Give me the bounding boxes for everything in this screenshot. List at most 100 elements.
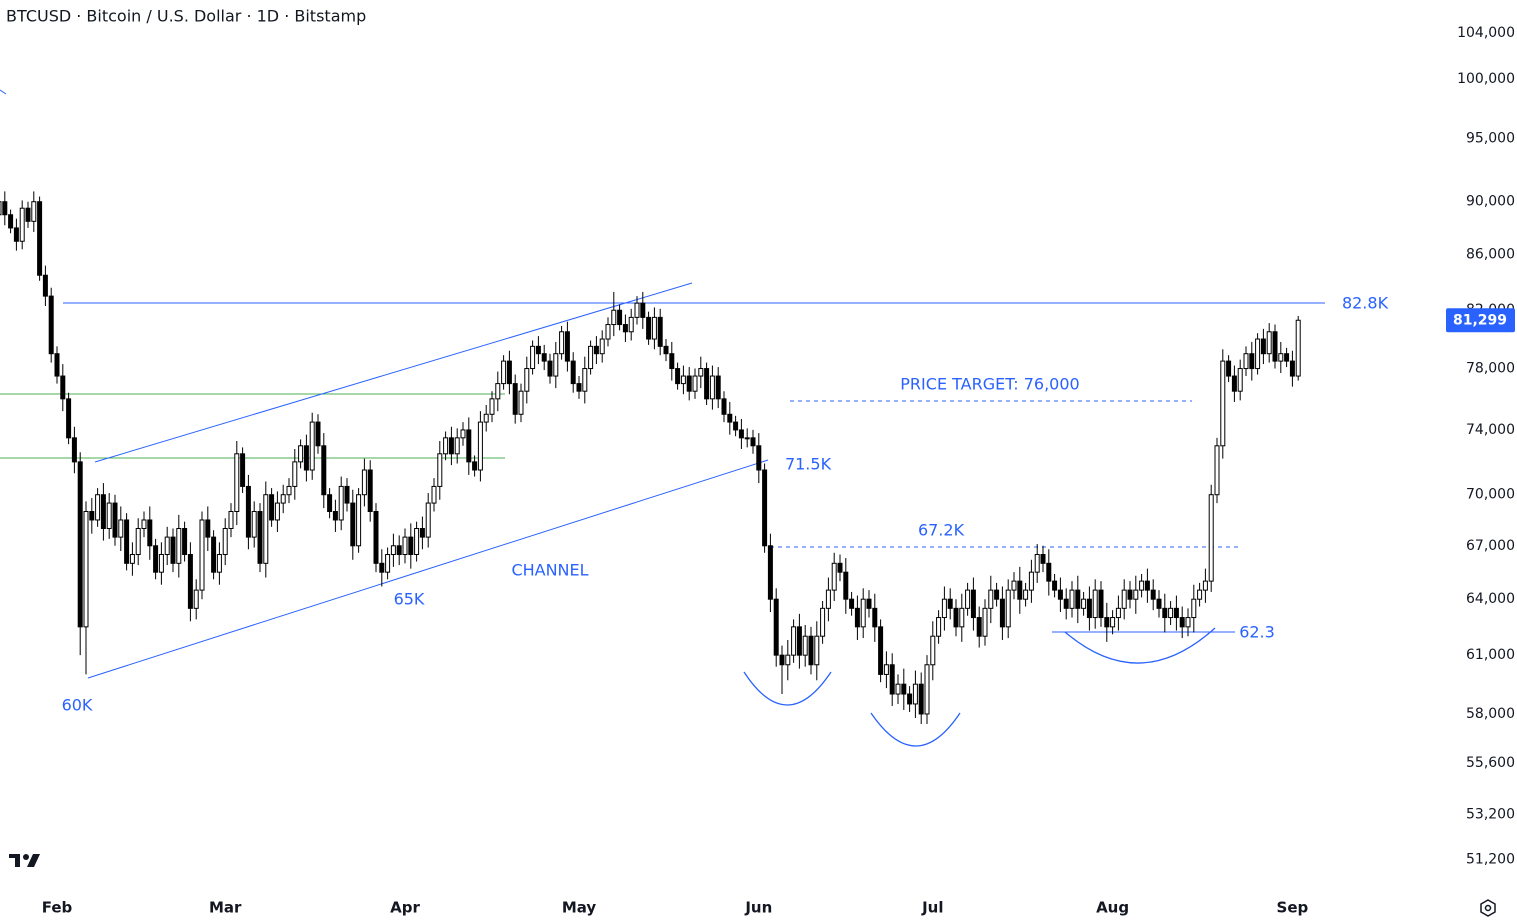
candle-body [512,383,518,415]
candle-body [675,368,681,385]
candle-body [501,360,507,385]
y-axis: 51,200 53,200 55,600 58,000 61,000 64,000 67,0… [1440,25,1515,867]
candle-body [936,617,942,637]
candle-body [1086,598,1092,619]
candle-body [1069,589,1075,609]
candle-body [8,214,14,229]
candle-body [831,562,837,591]
y-tick-label: 64,000 [1466,591,1515,607]
candle-body [843,571,849,600]
candle-body [599,338,605,355]
candle-body [158,554,164,573]
chart-title: BTCUSD · Bitcoin / U.S. Dollar · 1D · Bi… [6,7,366,26]
candle-body [976,617,982,637]
candle-body [367,469,373,512]
candle-body [994,589,1000,600]
candle-body [396,545,402,556]
candle-body [112,502,118,538]
candle-body [860,598,866,628]
channel-lower [87,459,769,679]
candle-body [135,528,141,556]
logo-part [9,854,20,858]
y-tick-label: 51,200 [1466,851,1515,867]
candle-body [48,295,54,355]
annotation: 82.8K [1342,294,1389,313]
candle-body [60,375,66,400]
x-tick-label: Mar [209,899,242,917]
last-price-label: 81,299 [1453,312,1507,328]
candle-body [1255,338,1261,370]
candle-body [1284,353,1290,362]
candle-body [216,554,222,573]
candle-body [628,316,634,333]
candle-body [907,693,913,705]
x-axis: Feb Mar Apr May Jun Jul Aug Sep [42,899,1309,917]
candle-body [1150,589,1156,600]
candle-body [1266,331,1272,355]
y-tick-label: 90,000 [1466,194,1515,210]
candle-body [802,635,808,656]
candle-body [1139,580,1145,591]
annotations: 82.8K PRICE TARGET: 76,000 71.5K 67.2K C… [62,294,1389,715]
y-tick-label: 53,200 [1466,807,1515,823]
candle-body [1133,589,1139,600]
candle-body [280,494,286,504]
candle-body [344,485,350,504]
candle-body [692,375,698,392]
candle-body [269,494,275,521]
candle-body [669,353,675,370]
candle-body [292,461,298,487]
candle-body [379,562,385,573]
logo-part [23,854,29,860]
y-tick-label: 86,000 [1466,247,1515,263]
candle-body [42,274,48,297]
candle-body [460,429,466,439]
y-tick-label: 74,000 [1466,422,1515,438]
candle-body [814,635,820,666]
candle-body [1214,445,1220,496]
candle-body [547,360,553,377]
candle-body [303,445,309,471]
candle-body [686,375,692,392]
candle-body [408,536,414,556]
candle-body [959,607,965,628]
y-tick-label: 67,000 [1466,538,1515,554]
candle-body [1191,598,1197,619]
channel-upper [94,282,693,463]
candle-body [1005,589,1011,628]
candle-body [999,598,1005,628]
candle-body [1179,617,1185,628]
candle-body [89,510,95,521]
x-tick-label: Jun [744,899,772,917]
settings-icon[interactable] [1480,899,1496,917]
candle-body [1231,375,1237,392]
candle-body [228,510,234,530]
candle-body [402,536,408,556]
candle-body [1237,368,1243,392]
settings-dot[interactable] [1484,904,1492,912]
candle-body [1249,353,1255,370]
candle-body [941,598,947,619]
x-tick-label: Sep [1277,899,1309,917]
candle-body [245,485,251,538]
candle-body [327,494,333,512]
candle-body [240,453,246,487]
candle-body [576,383,582,392]
candle-body [1289,360,1295,377]
candle-body [147,519,153,547]
y-tick-label: 104,000 [1457,25,1515,41]
candle-body [263,494,269,564]
candle-body [872,607,878,628]
candle-body [1028,571,1034,591]
x-tick-label: Jul [921,899,943,917]
candle-body [373,510,379,564]
settings-shape[interactable] [1480,899,1496,917]
candle-body [257,510,263,564]
candle-body [1173,607,1179,619]
candle-body [663,345,669,355]
candle-body [419,528,425,538]
candle-body [1168,607,1174,619]
candle-body [854,607,860,628]
candle-body [0,201,2,216]
candle-body [1104,617,1110,628]
